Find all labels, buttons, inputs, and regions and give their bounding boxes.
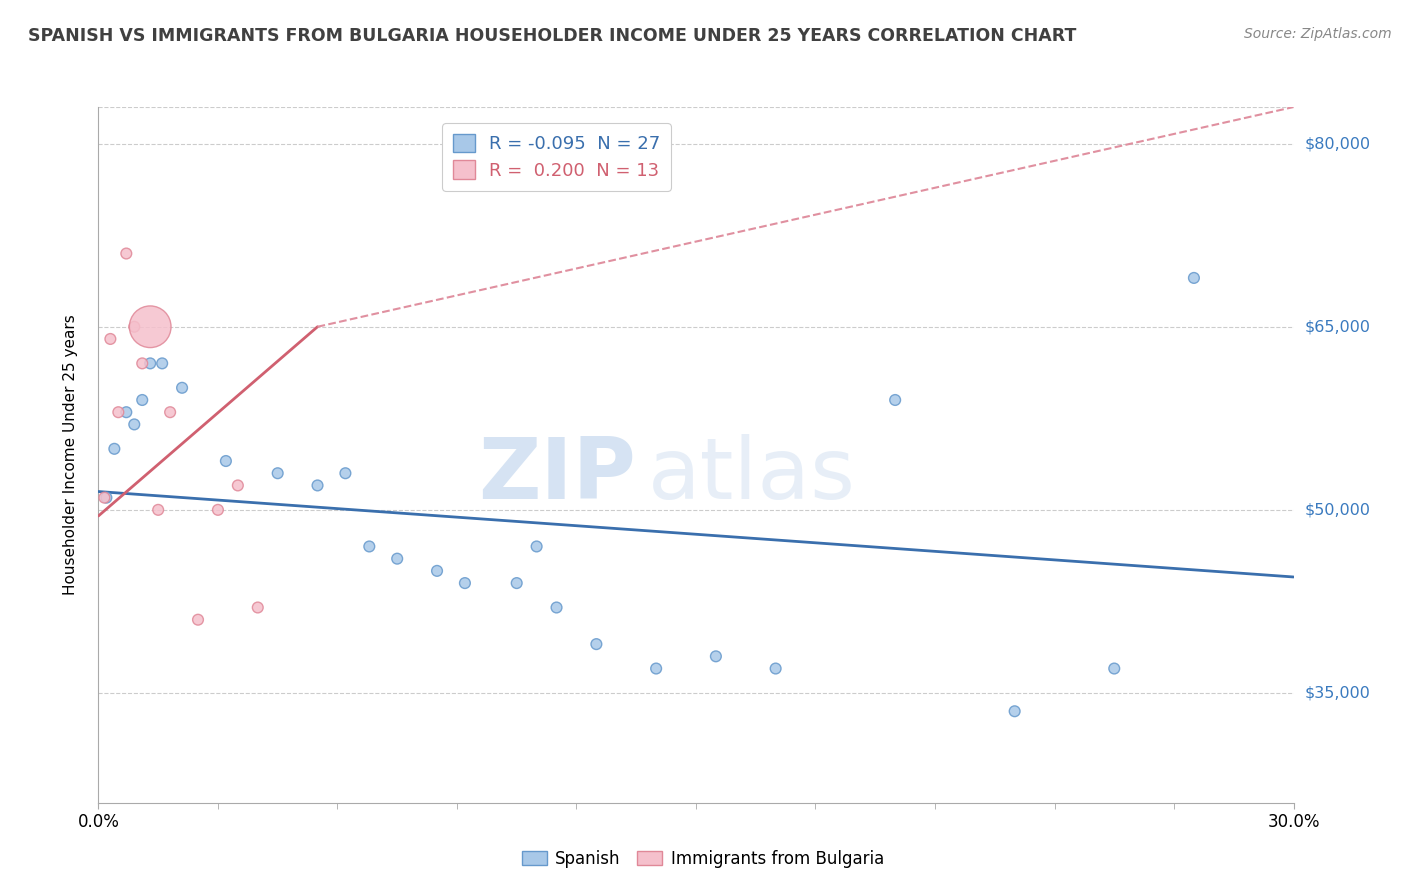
Point	[139, 356, 162, 370]
Point	[385, 551, 409, 566]
Point	[267, 467, 290, 481]
Point	[1004, 704, 1026, 718]
Text: $80,000: $80,000	[1305, 136, 1371, 151]
Point	[585, 637, 607, 651]
Point	[96, 491, 118, 505]
Point	[704, 649, 727, 664]
Point	[1104, 661, 1126, 675]
Point	[454, 576, 477, 591]
Point	[426, 564, 449, 578]
Point	[159, 405, 181, 419]
Legend: Spanish, Immigrants from Bulgaria: Spanish, Immigrants from Bulgaria	[515, 844, 891, 875]
Text: Source: ZipAtlas.com: Source: ZipAtlas.com	[1244, 27, 1392, 41]
Y-axis label: Householder Income Under 25 years: Householder Income Under 25 years	[63, 315, 77, 595]
Point	[98, 332, 122, 346]
Point	[526, 540, 548, 554]
Point	[765, 661, 787, 675]
Point	[124, 417, 146, 432]
Text: $50,000: $50,000	[1305, 502, 1371, 517]
Point	[103, 442, 125, 456]
Point	[506, 576, 529, 591]
Point	[107, 405, 129, 419]
Point	[148, 503, 170, 517]
Point	[207, 503, 229, 517]
Point	[115, 246, 138, 260]
Point	[93, 491, 115, 505]
Point	[139, 319, 162, 334]
Point	[131, 392, 153, 407]
Point	[115, 405, 138, 419]
Point	[131, 356, 153, 370]
Point	[150, 356, 173, 370]
Text: ZIP: ZIP	[478, 434, 636, 517]
Point	[187, 613, 209, 627]
Text: $65,000: $65,000	[1305, 319, 1371, 334]
Point	[884, 392, 907, 407]
Point	[359, 540, 381, 554]
Point	[645, 661, 668, 675]
Point	[172, 381, 194, 395]
Point	[1182, 271, 1205, 285]
Point	[335, 467, 357, 481]
Point	[215, 454, 238, 468]
Point	[307, 478, 329, 492]
Point	[246, 600, 269, 615]
Point	[546, 600, 568, 615]
Text: SPANISH VS IMMIGRANTS FROM BULGARIA HOUSEHOLDER INCOME UNDER 25 YEARS CORRELATIO: SPANISH VS IMMIGRANTS FROM BULGARIA HOUS…	[28, 27, 1077, 45]
Legend: R = -0.095  N = 27, R =  0.200  N = 13: R = -0.095 N = 27, R = 0.200 N = 13	[441, 123, 671, 191]
Text: atlas: atlas	[648, 434, 856, 517]
Point	[124, 319, 146, 334]
Text: $35,000: $35,000	[1305, 685, 1371, 700]
Point	[226, 478, 249, 492]
